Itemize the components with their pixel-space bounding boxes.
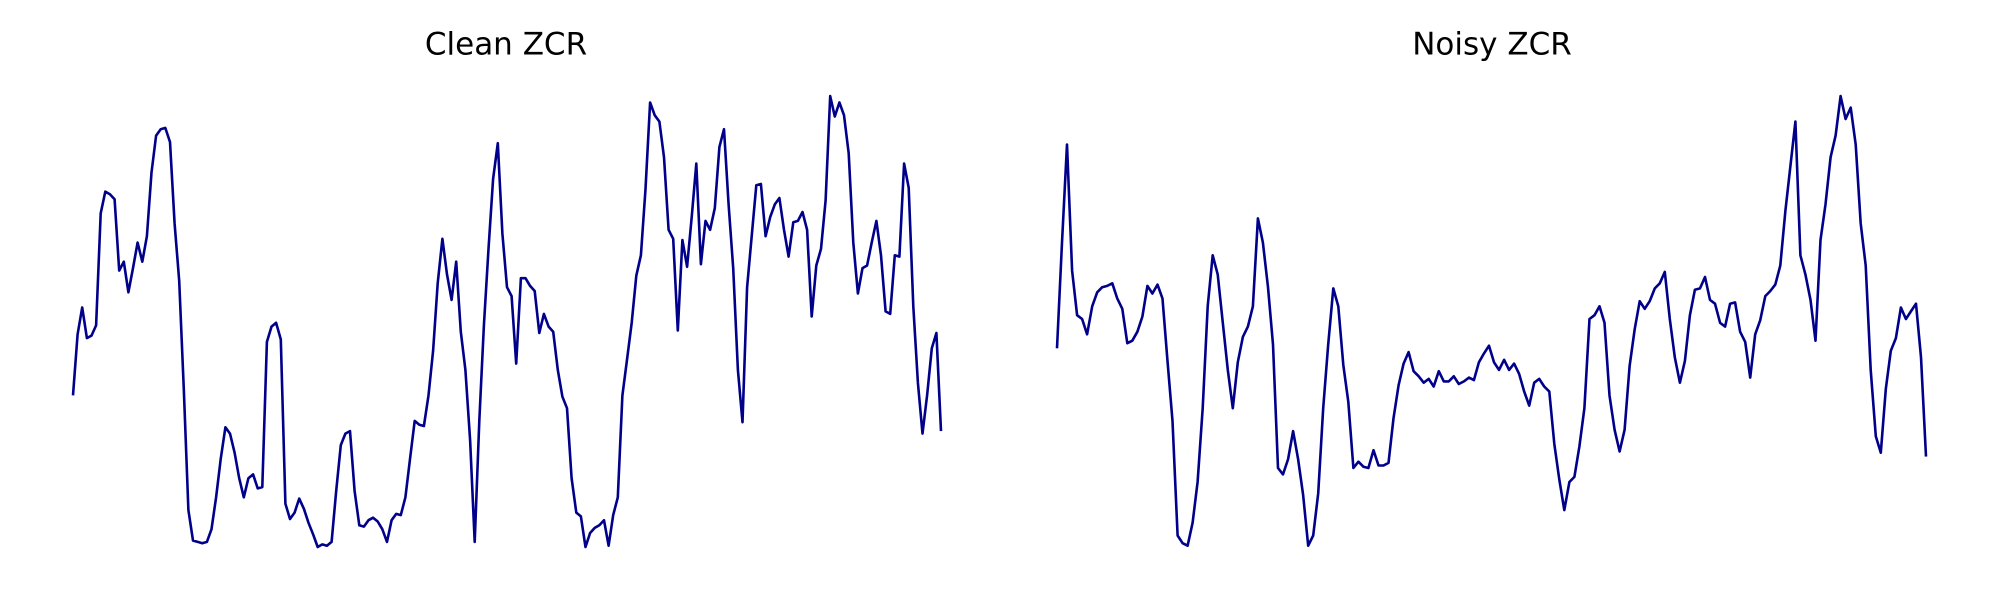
line [71,94,943,549]
line [1055,94,1928,547]
chart-title: Noisy ZCR [1412,27,1572,63]
chart-title: Clean ZCR [425,27,587,63]
